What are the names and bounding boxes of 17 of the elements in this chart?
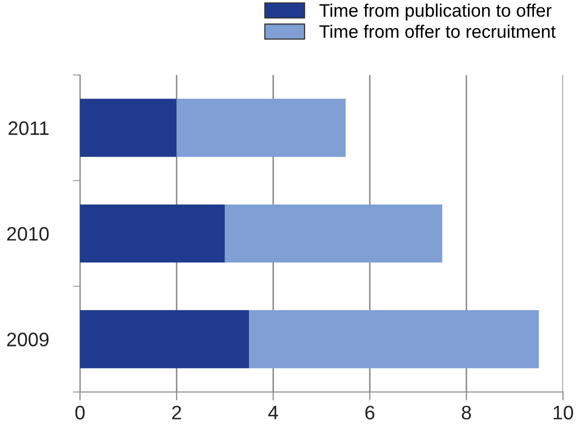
bar xyxy=(80,98,177,157)
bar xyxy=(249,310,539,368)
bar xyxy=(80,204,225,263)
bar xyxy=(224,204,442,263)
x-tick-label: 0 xyxy=(75,406,85,420)
legend-label: Time from offer to recruitment xyxy=(319,24,556,38)
y-tick-label: 2011 xyxy=(8,121,48,136)
bar xyxy=(80,310,250,368)
x-tick-label: 8 xyxy=(462,406,471,420)
x-tick-label: 10 xyxy=(554,406,574,420)
y-tick-label: 2009 xyxy=(7,332,49,346)
legend-label: Time from publication to offer xyxy=(319,4,552,20)
x-tick-label: 2 xyxy=(172,406,182,420)
x-tick-label: 4 xyxy=(268,406,278,420)
bar xyxy=(176,98,346,157)
x-tick-label: 6 xyxy=(365,406,374,420)
y-tick-label: 2010 xyxy=(7,226,49,241)
